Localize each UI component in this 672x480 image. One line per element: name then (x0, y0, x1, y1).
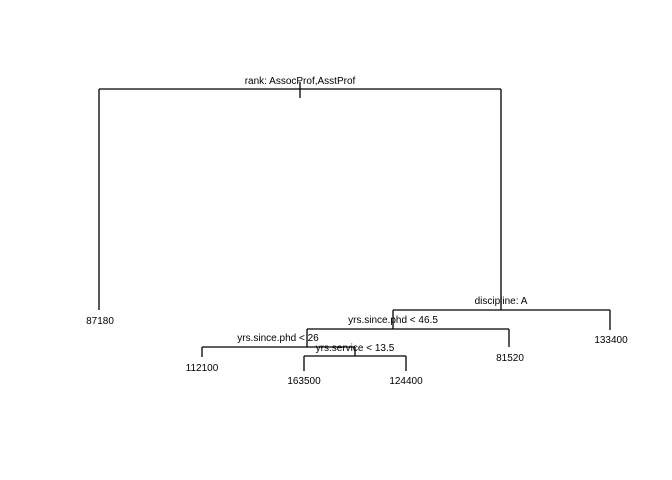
split-label-discipline: discipline: A (475, 296, 528, 307)
leaf-label: 163500 (287, 376, 321, 387)
leaf-label: 112100 (186, 363, 219, 374)
split-node-rank: rank: AssocProf,AsstProf (98, 76, 502, 310)
split-label-rank: rank: AssocProf,AsstProf (245, 76, 356, 87)
split-node-yrs-since-phd-26: yrs.since.phd < 26 (201, 333, 356, 357)
split-label-yrs-since-phd-46: yrs.since.phd < 46.5 (348, 315, 438, 326)
split-node-yrs-service: yrs.service < 13.5 (303, 343, 407, 371)
split-label-yrs-since-phd-26: yrs.since.phd < 26 (237, 333, 319, 344)
leaf-label: 81520 (496, 353, 524, 364)
leaf-label: 133400 (594, 335, 628, 346)
split-node-yrs-since-phd-46: yrs.since.phd < 46.5 (306, 315, 510, 347)
split-label-yrs-service: yrs.service < 13.5 (316, 343, 395, 354)
leaf-label: 87180 (86, 316, 114, 327)
split-node-discipline: discipline: A (392, 296, 611, 330)
leaf-label: 124400 (389, 376, 423, 387)
